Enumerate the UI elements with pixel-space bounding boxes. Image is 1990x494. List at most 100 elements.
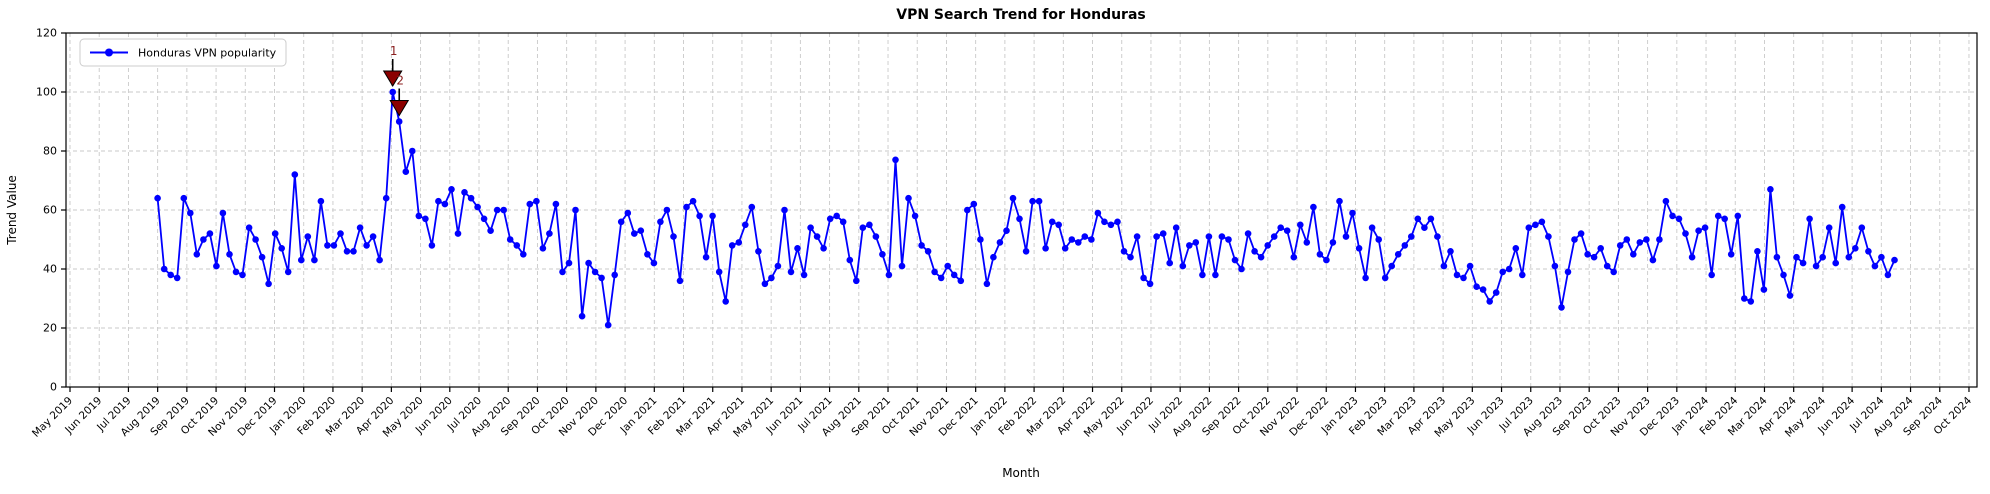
data-point-marker [1022,248,1030,255]
data-point-marker [461,189,468,196]
data-point-marker [1172,224,1180,231]
data-point-marker [213,262,220,270]
data-point-marker [898,262,906,270]
data-point-marker [1427,215,1435,223]
data-point-marker [1362,274,1369,282]
data-point-marker [350,248,357,255]
data-point-marker [657,218,664,226]
data-point-marker [637,227,645,234]
data-point-marker [239,271,246,279]
data-point-marker [324,242,331,249]
data-point-marker [950,271,958,279]
data-point-marker [1806,215,1813,223]
data-point-marker [1349,209,1356,217]
y-tick-label: 40 [43,263,57,276]
data-point-marker [1140,274,1147,282]
data-point-marker [578,312,586,320]
data-point-marker [1825,224,1833,231]
data-point-marker [1747,298,1755,305]
data-point-marker [167,271,174,279]
annotation-1: 1 [382,44,403,87]
data-point-marker [1884,271,1892,279]
data-point-marker [1845,253,1853,261]
data-point-marker [977,236,984,243]
data-point-marker [441,200,449,208]
data-point-marker [1525,224,1533,231]
data-point-marker [1616,242,1624,249]
data-point-marker [1499,268,1506,276]
data-point-marker [591,268,599,276]
data-point-marker [1042,245,1049,252]
y-tick-label: 60 [43,204,57,217]
annotation-number: 2 [396,74,404,88]
data-point-marker [1218,233,1226,240]
data-point-marker [1819,253,1826,261]
data-point-marker [284,268,292,276]
data-point-marker [1590,253,1598,261]
data-point-marker [1225,236,1232,243]
data-point-marker [278,245,286,252]
data-point-marker [493,206,501,214]
y-axis-label: Trend Value [5,175,19,246]
data-point-marker [604,321,612,329]
data-point-marker [520,251,527,258]
data-point-marker [1003,227,1010,234]
data-point-marker [924,248,932,255]
annotation-triangle-icon [389,100,410,117]
data-point-marker [1675,215,1683,223]
data-point-marker [800,271,808,279]
data-point-marker [304,233,312,240]
data-point-marker [422,215,429,223]
data-point-marker [1793,253,1800,261]
trend-line-series [154,88,1898,329]
data-point-marker [1114,218,1121,226]
data-point-marker [689,197,697,205]
data-point-marker [728,242,736,249]
data-point-marker [356,224,364,231]
data-point-marker [245,224,253,231]
data-point-marker [1688,253,1696,261]
data-point-marker [990,253,997,261]
data-point-marker [1466,262,1474,270]
data-point-marker [846,256,854,264]
data-point-marker [291,171,299,178]
data-point-marker [676,277,684,285]
data-point-marker [271,230,279,237]
data-point-marker [598,274,605,282]
data-point-marker [683,203,690,211]
data-point-marker [1812,262,1820,270]
data-point-marker [1081,233,1089,240]
data-point-marker [631,230,638,237]
data-point-marker [1251,248,1258,255]
data-point-marker [1571,236,1578,243]
legend-box [79,38,287,67]
data-point-marker [1865,248,1872,255]
data-point-marker [1212,271,1219,279]
data-point-marker [859,224,867,231]
data-point-marker [409,147,416,155]
trend-line [156,91,1896,327]
data-point-marker [787,268,795,276]
data-point-marker [298,256,305,264]
data-point-marker [1133,233,1141,240]
data-point-marker [1257,253,1265,261]
data-point-marker [1505,265,1513,273]
data-point-marker [1643,236,1650,243]
data-point-marker [911,212,919,220]
data-point-marker [1630,251,1637,258]
annotation-2: 2 [389,74,410,117]
data-point-marker [1603,262,1611,270]
data-point-marker [1447,248,1454,255]
data-point-marker [1721,215,1728,223]
data-point-marker [813,233,821,240]
data-point-marker [1290,253,1298,261]
data-point-marker [742,221,749,229]
data-point-marker [1153,233,1160,240]
data-point-marker [1767,186,1774,193]
data-point-marker [1434,233,1441,240]
data-point-marker [774,262,782,270]
data-point-marker [1682,230,1689,237]
data-point-marker [187,209,194,217]
data-point-marker [1408,233,1415,240]
